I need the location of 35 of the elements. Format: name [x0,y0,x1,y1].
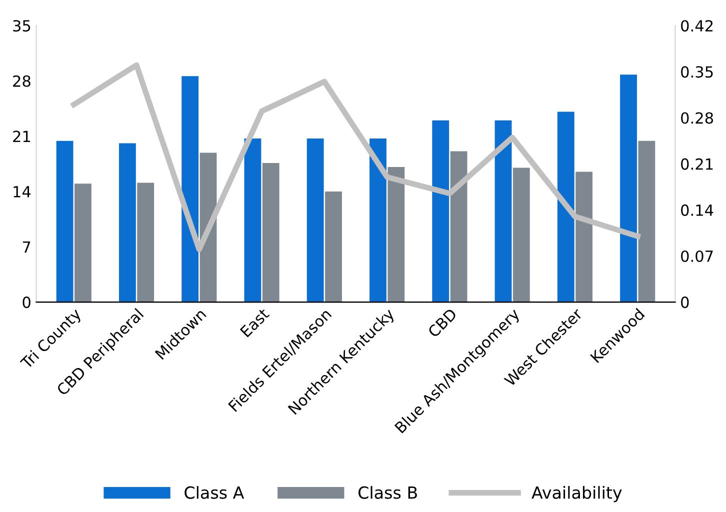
bar [620,74,637,302]
bar [325,191,342,302]
bar [244,138,262,302]
y2-tick-label: 0 [681,296,689,308]
bar [262,163,280,302]
y2-tick-label: 0.14 [681,204,714,216]
bar [370,138,386,302]
bar [557,112,574,302]
y2-tick-label: 0.28 [681,112,714,124]
y-tick-label: 7 [22,241,30,253]
y-tick-label: 14 [14,186,31,198]
bar [56,140,74,302]
y2-tick-label: 0.07 [681,250,713,262]
bar [638,140,656,302]
y2-tick-label: 0.42 [681,20,713,32]
y2-tick-label: 0.35 [681,66,713,78]
legend-label: Class A [184,486,244,499]
bar [450,151,468,302]
bar [137,182,154,302]
y-tick-label: 28 [13,75,30,87]
y-tick-label: 0 [22,296,30,308]
bar [512,168,530,302]
legend-label: Class B [358,486,417,499]
legend-label: Availability [532,486,622,502]
bar [182,76,199,302]
bar [306,138,324,302]
bar [432,120,450,302]
bar [576,172,592,302]
y-tick-label: 21 [13,130,30,142]
bar [118,143,136,302]
bar [74,184,92,302]
y-tick-label: 35 [13,20,30,32]
y2-tick-label: 0.21 [681,158,713,170]
bar [494,120,512,302]
bar [388,167,405,302]
